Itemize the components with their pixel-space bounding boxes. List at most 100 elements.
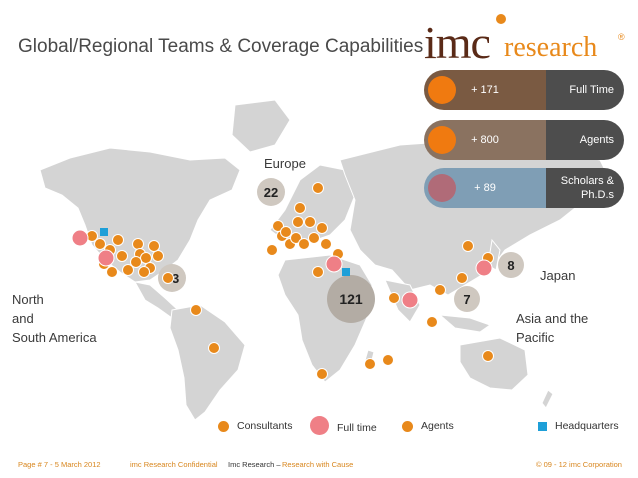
agent-marker [364,358,376,370]
stat-scholars: + 89 Scholars & Ph.D.s [424,168,624,208]
stat-fulltime: + 171 Full Time [424,70,624,110]
legend-consultants: Consultants [218,420,292,432]
agent-marker [316,222,328,234]
middle-east-count: 121 [339,291,363,307]
consultant-marker-icon [218,420,229,432]
stat-agents-knob [428,126,456,154]
agent-marker [482,350,494,362]
europe-count-bubble: 22 [257,178,285,206]
agent-marker [208,342,220,354]
region-label-americas: North and South America [12,292,97,345]
agent-marker [382,354,394,366]
agent-marker [152,250,164,262]
fulltime-marker [97,249,115,267]
middle-east-count-bubble: 121 [327,275,375,323]
stat-agents-label: Agents [546,120,624,160]
fulltime-marker [401,291,419,309]
agent-marker-icon [402,420,413,432]
agent-marker [434,284,446,296]
agent-marker [162,272,174,284]
north-america-landmass [39,147,241,283]
stat-agents-value: + 800 [471,134,499,146]
agent-marker [106,266,118,278]
agent-marker [308,232,320,244]
logo-dot-icon [496,14,506,24]
region-label-asia-pacific: Asia and the Pacific [516,311,589,345]
agent-marker [290,232,302,244]
slide-footer: Page # 7 - 5 March 2012 imc Research Con… [0,460,638,474]
agent-marker [280,226,292,238]
legend-consultants-label: Consultants [237,420,293,432]
fulltime-marker-icon [310,416,329,435]
agent-marker [266,244,278,256]
stat-scholars-label: Scholars & Ph.D.s [546,168,624,208]
agent-marker [426,316,438,328]
headquarters-marker-icon [538,421,547,431]
new-zealand-landmass [541,389,554,409]
agent-marker [388,292,400,304]
europe-count: 22 [263,184,279,200]
stat-agents: + 800 Agents [424,120,624,160]
footer-slogan-company: Imc Research – [228,460,281,469]
australia-landmass [459,337,529,391]
region-label-japan: Japan [540,268,576,283]
stat-fulltime-bar: + 171 [424,70,546,110]
agent-marker [304,216,316,228]
agent-marker [312,182,324,194]
stat-fulltime-value: + 171 [471,84,499,96]
legend-agents: Agents [402,420,454,432]
agent-marker [462,240,474,252]
agent-marker [112,234,124,246]
agent-marker [94,238,106,250]
logo-research-text: research [504,32,598,63]
southeast-asia-islands [438,314,492,333]
footer-slogan: Research with Cause [282,460,354,469]
fulltime-marker [71,229,89,247]
stat-scholars-bar: + 89 [424,168,546,208]
agent-marker [138,266,150,278]
region-label-europe: Europe [264,156,306,171]
headquarters-marker [100,228,108,236]
legend-headquarters: Headquarters [538,420,619,432]
agent-marker [298,238,310,250]
japan-count-bubble: 8 [498,252,524,278]
agent-marker [132,238,144,250]
agent-marker [294,202,306,214]
agent-marker [130,256,142,268]
agent-marker [312,266,324,278]
greenland-landmass [231,99,291,153]
agent-marker [320,238,332,250]
map-legend: Consultants Full time Agents Headquarter… [0,416,638,444]
legend-fulltime-label: Full time [337,421,377,434]
agent-marker [456,272,468,284]
agent-marker [116,250,128,262]
headquarters-marker [342,268,350,276]
asia-count-bubble: 7 [454,286,480,312]
agent-marker [316,368,328,380]
stat-fulltime-label: Full Time [546,70,624,110]
stat-scholars-knob [428,174,456,202]
agent-marker [140,252,152,264]
stat-agents-bar: + 800 [424,120,546,160]
footer-page: Page # 7 - 5 March 2012 [18,460,101,469]
logo-imc-text: imc [424,17,491,68]
stat-scholars-value: + 89 [474,182,496,194]
agent-marker [148,240,160,252]
imc-research-logo: imc research ® [420,10,630,70]
fulltime-marker [475,259,493,277]
stat-fulltime-knob [428,76,456,104]
footer-confidential: imc Research Confidential [130,460,218,469]
japan-count: 8 [507,257,515,273]
agent-marker [190,304,202,316]
slide-title: Global/Regional Teams & Coverage Capabil… [18,36,424,57]
agent-marker [272,220,284,232]
legend-agents-label: Agents [421,420,454,432]
fulltime-marker [325,255,343,273]
legend-fulltime: Full time [310,416,377,435]
agent-marker [292,216,304,228]
footer-copyright: © 09 - 12 imc Corporation [536,460,622,469]
asia-count: 7 [463,291,471,307]
agent-marker [122,264,134,276]
legend-headquarters-label: Headquarters [555,420,619,432]
